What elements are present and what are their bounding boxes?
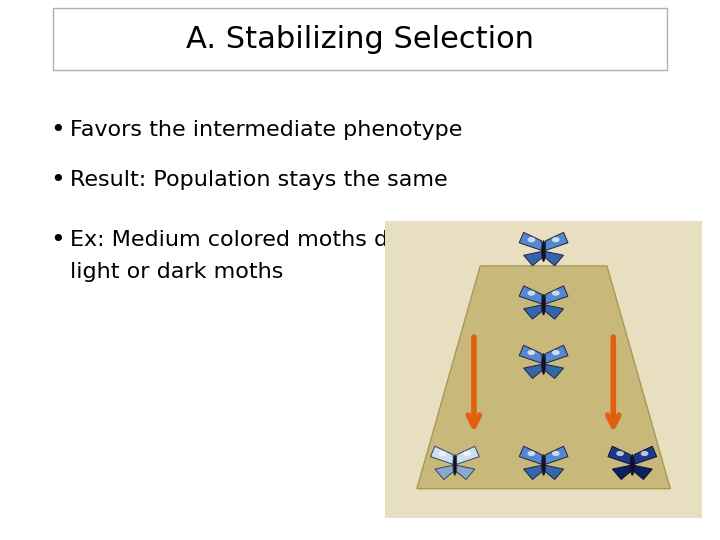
- Text: •: •: [50, 168, 65, 192]
- Polygon shape: [523, 305, 544, 319]
- Polygon shape: [519, 446, 544, 465]
- Text: •: •: [50, 228, 65, 252]
- Polygon shape: [519, 345, 544, 364]
- Ellipse shape: [552, 350, 559, 355]
- Polygon shape: [544, 305, 564, 319]
- Polygon shape: [455, 465, 475, 480]
- Text: Result: Population stays the same: Result: Population stays the same: [70, 170, 448, 190]
- Ellipse shape: [438, 451, 446, 456]
- Polygon shape: [544, 465, 564, 480]
- Polygon shape: [612, 465, 632, 480]
- Ellipse shape: [641, 451, 649, 456]
- FancyBboxPatch shape: [385, 221, 702, 518]
- Polygon shape: [523, 364, 544, 379]
- Polygon shape: [417, 266, 670, 489]
- Ellipse shape: [541, 354, 546, 374]
- Polygon shape: [608, 446, 632, 465]
- Text: A. Stabilizing Selection: A. Stabilizing Selection: [186, 24, 534, 53]
- Ellipse shape: [552, 451, 559, 456]
- Polygon shape: [544, 446, 568, 465]
- Text: Ex: Medium colored moths due better than: Ex: Medium colored moths due better than: [70, 230, 549, 250]
- Polygon shape: [544, 232, 568, 251]
- Ellipse shape: [616, 451, 624, 456]
- Ellipse shape: [541, 241, 546, 261]
- FancyBboxPatch shape: [53, 8, 667, 70]
- Ellipse shape: [463, 451, 471, 456]
- Polygon shape: [632, 446, 657, 465]
- Ellipse shape: [630, 455, 634, 475]
- Ellipse shape: [552, 291, 559, 296]
- Ellipse shape: [552, 237, 559, 242]
- Ellipse shape: [528, 291, 535, 296]
- Polygon shape: [455, 446, 480, 465]
- Polygon shape: [519, 232, 544, 251]
- Ellipse shape: [528, 350, 535, 355]
- Ellipse shape: [541, 294, 546, 315]
- Polygon shape: [519, 286, 544, 305]
- Ellipse shape: [453, 455, 457, 475]
- Text: •: •: [50, 118, 65, 142]
- Text: light or dark moths: light or dark moths: [70, 262, 284, 282]
- Ellipse shape: [541, 455, 546, 475]
- Polygon shape: [523, 465, 544, 480]
- Polygon shape: [523, 251, 544, 266]
- Polygon shape: [431, 446, 455, 465]
- Ellipse shape: [528, 237, 535, 242]
- Polygon shape: [544, 364, 564, 379]
- Text: Favors the intermediate phenotype: Favors the intermediate phenotype: [70, 120, 462, 140]
- Polygon shape: [544, 345, 568, 364]
- Polygon shape: [544, 286, 568, 305]
- Polygon shape: [544, 251, 564, 266]
- Polygon shape: [632, 465, 652, 480]
- Ellipse shape: [528, 451, 535, 456]
- Polygon shape: [435, 465, 455, 480]
